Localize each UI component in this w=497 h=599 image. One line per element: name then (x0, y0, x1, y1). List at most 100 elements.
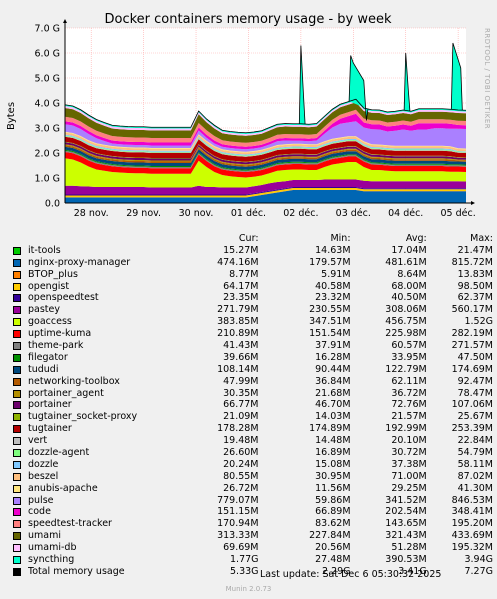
x-tick-label: 30 nov. (179, 208, 214, 219)
legend-min-value: 14.03M (315, 411, 351, 423)
legend-max-value: 107.06M (451, 399, 493, 411)
legend-max-value: 195.20M (451, 518, 493, 530)
legend-row: tugtainer 178.28M 174.89M 192.99M 253.39M (13, 423, 493, 435)
legend-swatch (13, 437, 21, 446)
legend-series-name: pulse (28, 494, 54, 506)
legend-swatch (13, 460, 21, 469)
legend-swatch (13, 246, 21, 255)
legend-min-value: 230.55M (309, 304, 351, 316)
legend-series-name: theme-park (28, 340, 84, 352)
legend-max-value: 815.72M (451, 256, 493, 268)
legend-min-value: 46.70M (315, 399, 351, 411)
legend-cur-value: 30.35M (223, 387, 259, 399)
legend-swatch (13, 318, 21, 327)
legend-cur-value: 19.48M (223, 435, 259, 447)
legend-row: tugtainer_socket-proxy 21.09M 14.03M 21.57M… (13, 411, 493, 423)
legend-min-value: 14.63M (315, 244, 351, 256)
legend-min-value: 59.86M (315, 494, 351, 506)
legend-row: nginx-proxy-manager 474.16M 179.57M 481.61M… (13, 257, 493, 269)
legend-max-value: 22.84M (457, 435, 493, 447)
legend-min-value: 16.28M (315, 351, 351, 363)
legend-cur-value: 26.60M (223, 447, 259, 459)
legend-cur-value: 23.35M (223, 292, 259, 304)
legend-avg-value: 390.53M (385, 554, 427, 566)
x-tick-label: 03 déc. (336, 208, 371, 219)
legend-min-value: 30.95M (315, 470, 351, 482)
legend-max-value: 78.47M (457, 387, 493, 399)
legend-series-name: anubis-apache (28, 482, 98, 494)
legend-row: pastey 271.79M 230.55M 308.06M 560.17M (13, 304, 493, 316)
legend-series-name: uptime-kuma (28, 328, 92, 340)
legend-row: goaccess 383.85M 347.51M 456.75M 1.52G (13, 316, 493, 328)
legend-series-name: tugtainer (28, 423, 72, 435)
legend-avg-value: 481.61M (385, 256, 427, 268)
total-memory-line (64, 98, 467, 134)
legend-max-value: 54.79M (457, 447, 493, 459)
legend-avg-value: 202.54M (385, 506, 427, 518)
legend-header-max: Max: (470, 233, 493, 244)
x-tick-label: 01 déc. (231, 208, 266, 219)
legend-max-value: 7.27G (464, 565, 493, 577)
legend-row: umami 313.33M 227.84M 321.43M 433.69M (13, 530, 493, 542)
legend-cur-value: 39.66M (223, 351, 259, 363)
legend-swatch (13, 484, 21, 493)
axes (63, 19, 475, 205)
legend-series-name: portainer_agent (28, 387, 104, 399)
y-tick-label: 4.0 G (35, 99, 61, 110)
legend-min-value: 179.57M (309, 256, 351, 268)
legend-header-avg: Avg: (405, 233, 427, 244)
legend-row: portainer_agent 30.35M 21.68M 36.72M 78.47M (13, 388, 493, 400)
legend-row: pulse 779.07M 59.86M 341.52M 846.53M (13, 495, 493, 507)
x-axis-arrow (471, 201, 475, 205)
legend-swatch (13, 389, 21, 398)
legend-header-cur: Cur: (238, 233, 259, 244)
legend-avg-value: 37.38M (391, 458, 427, 470)
legend-row: filegator 39.66M 16.28M 33.95M 47.50M (13, 352, 493, 364)
legend-min-value: 83.62M (315, 518, 351, 530)
y-tick-labels: 0.0 1.0 G 2.0 G 3.0 G 4.0 G 5.0 G 6.0 G 7.0 G (35, 24, 61, 210)
legend-max-value: 92.47M (457, 375, 493, 387)
legend-series-name: opengist (28, 280, 70, 292)
legend-row: it-tools 15.27M 14.63M 17.04M 21.47M (13, 245, 493, 257)
legend-row: syncthing 1.77G 27.48M 390.53M 3.94G (13, 554, 493, 566)
legend-cur-value: 151.15M (217, 506, 259, 518)
legend-row: anubis-apache 26.72M 11.56M 29.25M 41.30M (13, 483, 493, 495)
legend-swatch (13, 270, 21, 279)
legend-min-value: 11.56M (315, 482, 351, 494)
y-tick-label: 5.0 G (35, 74, 61, 85)
legend-row: vert 19.48M 14.48M 20.10M 22.84M (13, 435, 493, 447)
legend-min-value: 66.89M (315, 506, 351, 518)
legend-row: tududi 108.14M 90.44M 122.79M 174.69M (13, 364, 493, 376)
legend-avg-value: 308.06M (385, 304, 427, 316)
legend-row: speedtest-tracker 170.94M 83.62M 143.65M 195… (13, 518, 493, 530)
legend-header-min: Min: (330, 233, 351, 244)
y-axis-label: Bytes (6, 102, 17, 130)
legend-avg-value: 17.04M (391, 244, 427, 256)
legend-max-value: 1.52G (464, 316, 493, 328)
legend-cur-value: 383.85M (217, 316, 259, 328)
legend-min-value: 151.54M (309, 328, 351, 340)
legend-min-value: 5.91M (321, 268, 351, 280)
x-tick-label: 02 déc. (283, 208, 318, 219)
legend-cur-value: 1.77G (230, 554, 259, 566)
series-area-beszel (65, 132, 466, 155)
legend-min-value: 40.58M (315, 280, 351, 292)
legend-cur-value: 178.28M (217, 423, 259, 435)
legend-max-value: 21.47M (457, 244, 493, 256)
legend-avg-value: 143.65M (385, 518, 427, 530)
legend-max-value: 62.37M (457, 292, 493, 304)
legend-avg-value: 8.64M (397, 268, 427, 280)
legend-avg-value: 36.72M (391, 387, 427, 399)
legend-series-name: vert (28, 435, 48, 447)
legend-cur-value: 5.33G (230, 565, 259, 577)
series-area-nginx-proxy-manager (65, 190, 466, 203)
legend-max-value: 174.69M (451, 363, 493, 375)
legend-table: Cur: Min: Avg: Max: it-tools 15.27M 14.63M… (13, 233, 493, 578)
legend-swatch (13, 532, 21, 541)
legend-swatch (13, 472, 21, 481)
y-tick-label: 1.0 G (35, 174, 61, 185)
legend-cur-value: 26.72M (223, 482, 259, 494)
legend-min-value: 36.84M (315, 375, 351, 387)
y-tick-label: 0.0 (45, 199, 60, 210)
legend-min-value: 16.89M (315, 447, 351, 459)
